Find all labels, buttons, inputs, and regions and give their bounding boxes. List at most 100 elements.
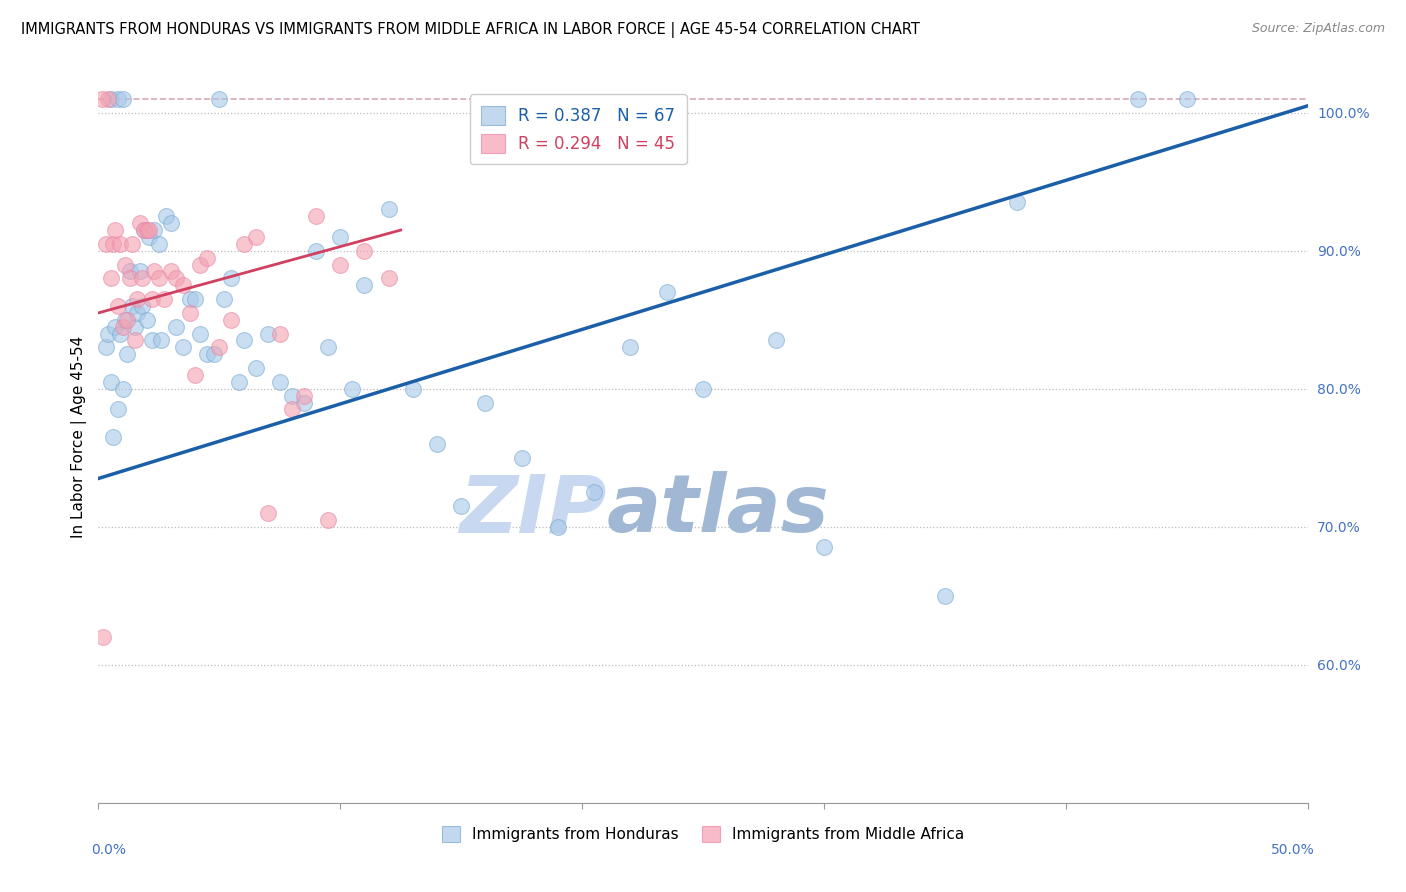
Point <box>118 271 141 285</box>
Point <box>143 223 166 237</box>
Point <box>212 292 235 306</box>
Point <box>377 202 399 217</box>
Legend: Immigrants from Honduras, Immigrants from Middle Africa: Immigrants from Honduras, Immigrants fro… <box>434 819 972 850</box>
Point <box>160 264 183 278</box>
Point <box>97 326 120 341</box>
Point <box>188 258 211 272</box>
Point <box>228 375 250 389</box>
Point <box>104 319 127 334</box>
Point <box>655 285 678 300</box>
Point <box>172 340 194 354</box>
Point <box>114 312 136 326</box>
Point <box>107 92 129 106</box>
Point <box>184 292 207 306</box>
Text: ZIP: ZIP <box>458 471 606 549</box>
Point <box>134 223 156 237</box>
Point <box>342 382 364 396</box>
Point <box>510 450 533 465</box>
Point <box>128 264 150 278</box>
Point <box>94 236 117 251</box>
Point <box>148 271 170 285</box>
Point <box>269 326 291 341</box>
Point <box>208 92 231 106</box>
Point <box>1175 92 1198 106</box>
Point <box>97 92 120 106</box>
Point <box>195 251 218 265</box>
Point <box>131 299 153 313</box>
Point <box>245 230 267 244</box>
Point <box>450 499 472 513</box>
Point <box>281 402 304 417</box>
Point <box>114 258 136 272</box>
Point <box>232 334 254 348</box>
Point <box>221 312 243 326</box>
Point <box>256 326 278 341</box>
Y-axis label: In Labor Force | Age 45-54: In Labor Force | Age 45-54 <box>72 336 87 538</box>
Point <box>245 361 267 376</box>
Text: Source: ZipAtlas.com: Source: ZipAtlas.com <box>1251 22 1385 36</box>
Point <box>143 264 166 278</box>
Point <box>179 292 201 306</box>
Point <box>204 347 226 361</box>
Point <box>426 437 449 451</box>
Point <box>138 223 160 237</box>
Point <box>101 236 124 251</box>
Text: 0.0%: 0.0% <box>91 843 127 857</box>
Point <box>121 236 143 251</box>
Point <box>91 92 114 106</box>
Point <box>765 334 787 348</box>
Point <box>1128 92 1150 106</box>
Point <box>111 319 134 334</box>
Point <box>111 92 134 106</box>
Text: atlas: atlas <box>606 471 830 549</box>
Point <box>172 278 194 293</box>
Point <box>141 334 163 348</box>
Point <box>124 334 146 348</box>
Point <box>100 375 122 389</box>
Point <box>221 271 243 285</box>
Point <box>195 347 218 361</box>
Point <box>117 347 139 361</box>
Point <box>292 389 315 403</box>
Point <box>141 292 163 306</box>
Point <box>583 485 606 500</box>
Point <box>474 395 496 409</box>
Point <box>150 334 173 348</box>
Point <box>184 368 207 382</box>
Point <box>305 244 328 258</box>
Point <box>131 271 153 285</box>
Point <box>118 264 141 278</box>
Point <box>402 382 425 396</box>
Point <box>353 244 375 258</box>
Point <box>934 589 956 603</box>
Point <box>152 292 174 306</box>
Point <box>281 389 304 403</box>
Point <box>107 299 129 313</box>
Point <box>179 306 201 320</box>
Text: 50.0%: 50.0% <box>1271 843 1315 857</box>
Point <box>232 236 254 251</box>
Point <box>160 216 183 230</box>
Text: IMMIGRANTS FROM HONDURAS VS IMMIGRANTS FROM MIDDLE AFRICA IN LABOR FORCE | AGE 4: IMMIGRANTS FROM HONDURAS VS IMMIGRANTS F… <box>21 22 920 38</box>
Point <box>269 375 291 389</box>
Point <box>121 299 143 313</box>
Point <box>188 326 211 341</box>
Point <box>124 319 146 334</box>
Point <box>692 382 714 396</box>
Point <box>94 340 117 354</box>
Point <box>138 230 160 244</box>
Point <box>107 402 129 417</box>
Point <box>305 209 328 223</box>
Point <box>329 230 352 244</box>
Point <box>148 236 170 251</box>
Point <box>135 312 157 326</box>
Point <box>329 258 352 272</box>
Point <box>292 395 315 409</box>
Point <box>813 541 835 555</box>
Point <box>165 319 187 334</box>
Point <box>316 340 339 354</box>
Point <box>353 278 375 293</box>
Point <box>108 326 131 341</box>
Point <box>316 513 339 527</box>
Point <box>91 630 114 644</box>
